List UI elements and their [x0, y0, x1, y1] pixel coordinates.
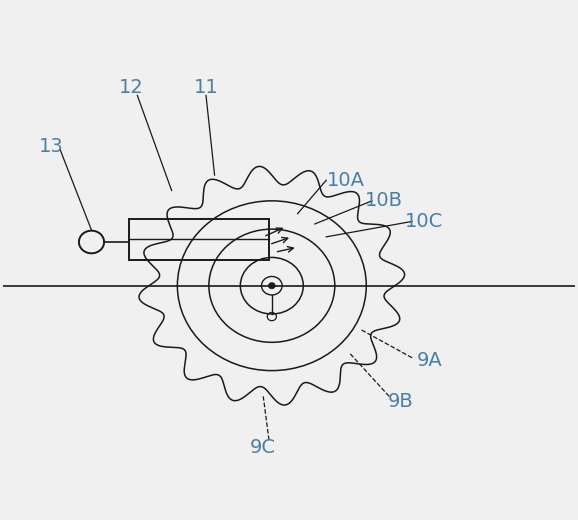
- Bar: [129, 219, 269, 260]
- Text: 9C: 9C: [250, 438, 276, 457]
- Text: 13: 13: [39, 137, 64, 157]
- Text: 10A: 10A: [327, 171, 365, 190]
- Text: 11: 11: [194, 78, 218, 97]
- Text: 10B: 10B: [365, 191, 402, 210]
- Text: 10C: 10C: [405, 212, 443, 231]
- Text: 12: 12: [119, 78, 144, 97]
- Text: 9B: 9B: [388, 392, 413, 411]
- Circle shape: [268, 283, 275, 289]
- Text: 9A: 9A: [416, 351, 442, 370]
